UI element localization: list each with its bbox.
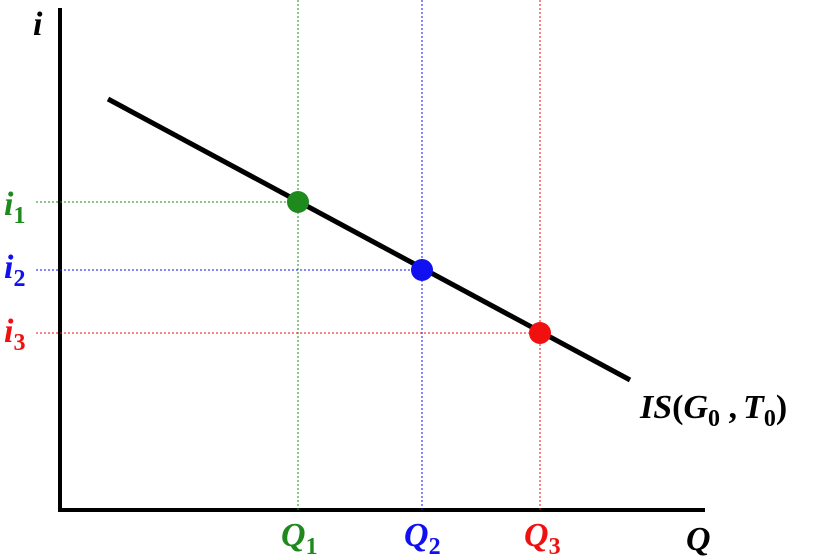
guide-lines xyxy=(36,0,541,512)
q-label-2: Q2 xyxy=(404,517,441,560)
is-curve-line xyxy=(106,96,632,383)
is-curve-label: IS(G0 , T0) xyxy=(639,389,787,432)
q-label-3: Q3 xyxy=(524,517,561,560)
q-label-1: Q1 xyxy=(281,517,318,560)
x-axis-label: Q xyxy=(686,521,711,558)
point-1 xyxy=(287,191,309,213)
i-label-3: i3 xyxy=(4,313,25,356)
point-2 xyxy=(411,259,433,281)
y-axis-label: i xyxy=(33,6,43,43)
i-label-2: i2 xyxy=(4,249,25,292)
i-label-1: i1 xyxy=(4,186,25,229)
point-3 xyxy=(529,322,551,344)
